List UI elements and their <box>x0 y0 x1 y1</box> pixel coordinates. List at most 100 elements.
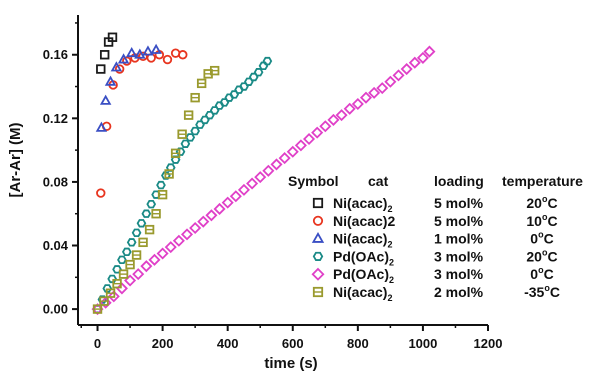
y-tick-label: 0.12 <box>43 111 68 126</box>
data-point-diamond <box>327 113 340 126</box>
legend-marker-diamond <box>311 267 325 281</box>
data-point-diamond <box>376 82 389 95</box>
data-point-diamond <box>423 45 436 58</box>
data-point-boxed-square <box>112 278 122 289</box>
series-triangle <box>95 43 162 132</box>
data-point-triangle <box>125 46 138 58</box>
x-tick-label: 400 <box>217 336 239 351</box>
data-point-diamond <box>311 126 324 139</box>
data-point-hexagon <box>141 209 152 218</box>
data-point-diamond <box>115 282 128 295</box>
axes: 0 200 400 600 800 1000 1200 0.00 0.04 0.08 0.12 0.1… <box>7 15 502 372</box>
legend-row: Pd(OAc)2 3 mol% 20oC <box>312 247 558 267</box>
data-point-diamond <box>303 132 316 146</box>
data-point-boxed-square <box>131 250 142 260</box>
legend-row: Ni(acac)2 2 mol% -35oC <box>312 283 560 303</box>
legend-temperature: 10oC <box>526 212 557 229</box>
data-point-triangle <box>104 75 117 86</box>
data-point-diamond <box>416 51 429 64</box>
data-point-boxed-square <box>157 189 168 200</box>
data-point-diamond <box>408 56 421 69</box>
data-point-diamond <box>132 268 145 281</box>
x-tick-label: 1200 <box>474 336 503 351</box>
data-point-diamond <box>180 228 194 241</box>
data-point-diamond <box>262 164 275 177</box>
data-point-hexagon <box>131 228 142 237</box>
data-point-hexagon <box>121 247 132 257</box>
data-point-diamond <box>221 196 234 209</box>
data-point-diamond <box>107 290 120 303</box>
y-tick-label: 0.00 <box>43 302 68 317</box>
data-point-diamond <box>384 75 397 88</box>
data-point-triangle <box>134 48 146 59</box>
data-point-diamond <box>124 274 137 287</box>
data-point-hexagon <box>262 56 273 66</box>
data-point-boxed-square <box>170 148 181 159</box>
data-point-diamond <box>400 63 413 76</box>
data-point-diamond <box>229 190 242 203</box>
legend: Symbol cat loading temperature Ni(acac)2 5 mo… <box>288 173 583 303</box>
data-point-boxed-square <box>190 92 200 103</box>
legend-marker-circle <box>312 215 324 226</box>
data-point-diamond <box>343 102 356 115</box>
data-point-diamond <box>140 260 153 273</box>
data-point-diamond <box>359 91 372 104</box>
x-tick-label: 200 <box>152 336 174 351</box>
data-point-diamond <box>205 209 218 222</box>
legend-marker-hexagon <box>312 251 324 261</box>
legend-loading: 5 mol% <box>434 195 484 211</box>
legend-header-symbol: Symbol <box>288 173 339 189</box>
legend-temperature: 0oC <box>530 265 553 282</box>
legend-loading: 5 mol% <box>434 213 484 229</box>
data-point-boxed-square <box>164 169 174 179</box>
data-point-triangle <box>150 43 162 54</box>
data-point-boxed-square <box>138 237 148 248</box>
data-point-diamond <box>246 177 259 190</box>
y-tick-label: 0.08 <box>43 174 68 189</box>
data-point-circle <box>162 54 173 65</box>
data-point-diamond <box>213 202 226 215</box>
data-point-hexagon <box>161 171 171 180</box>
data-point-diamond <box>286 145 299 158</box>
data-point-boxed-square <box>177 129 187 139</box>
legend-cat: Pd(OAc)2 <box>333 266 394 285</box>
legend-row: Ni(acac)2 5 mol% 10oC <box>312 212 558 229</box>
data-point-boxed-square <box>209 65 220 76</box>
x-tick-label: 0 <box>94 336 101 351</box>
data-point-boxed-square <box>144 224 155 235</box>
data-point-diamond <box>335 109 348 122</box>
data-point-boxed-square <box>105 288 116 298</box>
y-tick-label: 0.16 <box>43 47 68 62</box>
y-tick-label: 0.04 <box>43 238 69 253</box>
data-point-hexagon <box>102 284 113 293</box>
x-axis-title: time (s) <box>264 355 317 372</box>
data-point-boxed-square <box>118 269 129 279</box>
series-square <box>96 32 118 74</box>
data-point-square <box>99 50 110 60</box>
data-point-circle <box>122 56 132 66</box>
legend-temperature: 0oC <box>530 230 553 247</box>
data-point-diamond <box>278 152 291 165</box>
data-point-boxed-square <box>99 296 109 306</box>
data-point-square <box>96 64 106 74</box>
legend-marker-triangle <box>311 231 325 243</box>
y-axis-title: [Ar-Ar] (M) <box>7 123 24 198</box>
data-point-hexagon <box>117 255 127 265</box>
legend-loading: 2 mol% <box>434 284 484 300</box>
data-point-square <box>107 32 118 42</box>
legend-loading: 3 mol% <box>434 248 484 264</box>
data-point-diamond <box>351 98 364 111</box>
legend-loading: 3 mol% <box>434 266 484 282</box>
legend-cat: Ni(acac)2 <box>333 213 395 229</box>
data-point-boxed-square <box>196 78 207 89</box>
series-boxed-square <box>92 65 220 314</box>
legend-cat: Ni(acac)2 <box>333 284 392 303</box>
data-point-hexagon <box>126 238 137 247</box>
data-point-diamond <box>189 222 202 235</box>
legend-header-temperature: temperature <box>502 173 583 189</box>
series-diamond <box>91 45 436 316</box>
x-tick-label: 800 <box>347 336 369 351</box>
data-point-diamond <box>392 69 405 82</box>
data-point-circle <box>96 188 106 198</box>
